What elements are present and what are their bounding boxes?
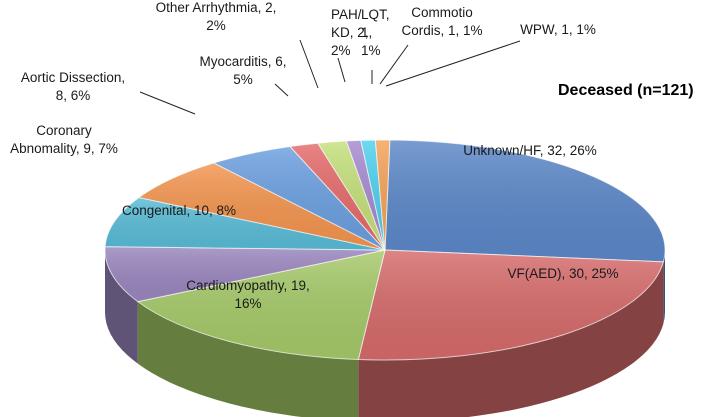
slice-shade-commotio-cordis bbox=[360, 140, 385, 250]
slice-side-vf-aed- bbox=[358, 261, 664, 417]
slice-label-commotio-cordis: Commotio Cordis, 1, 1% bbox=[401, 5, 482, 38]
slice-side-congenital bbox=[105, 250, 138, 364]
leader-line-myocarditis bbox=[274, 83, 289, 97]
slice-label-pah-kd: PAH/KD, 2, 2% bbox=[331, 7, 369, 58]
leader-line-commotio-cordis bbox=[379, 44, 409, 85]
leader-line-pah-kd bbox=[337, 57, 346, 83]
leader-line-aortic-dissection bbox=[139, 91, 196, 115]
pie-tops bbox=[104, 139, 666, 361]
slice-shade-lqt bbox=[346, 140, 385, 250]
slice-side-unknown-hf bbox=[663, 250, 665, 324]
slice-shade-coronary-abnomality bbox=[105, 197, 385, 250]
slice-label-cardiomyopathy: Cardiomyopathy, 19, 16% bbox=[186, 278, 310, 311]
slice-label-congenital: Congenital, 10, 8% bbox=[122, 203, 236, 218]
slice-label-aortic-dissection: Aortic Dissection, 8, 6% bbox=[21, 70, 125, 103]
slice-label-coronary-abnomality: Coronary Abnomality, 9, 7% bbox=[10, 123, 118, 156]
leader-line-wpw bbox=[385, 40, 521, 87]
slice-shade-myocarditis bbox=[213, 146, 385, 250]
slice-shade-pah-kd bbox=[317, 141, 385, 250]
slice-label-unknown-hf: Unknown/HF, 32, 26% bbox=[463, 143, 597, 158]
leader-line-other-arrhythmia bbox=[299, 39, 319, 89]
leader-lines bbox=[139, 39, 521, 115]
slice-shade-congenital bbox=[105, 246, 385, 302]
slice-labels: Unknown/HF, 32, 26% VF(AED), 30, 25% Cardi… bbox=[10, 0, 618, 311]
slice-shade-aortic-dissection bbox=[138, 162, 385, 250]
slice-label-myocarditis: Myocarditis, 6, 5% bbox=[199, 54, 286, 87]
slice-label-other-arrhythmia: Other Arrhythmia, 2, 2% bbox=[156, 0, 277, 33]
slice-label-vf-aed-: VF(AED), 30, 25% bbox=[507, 266, 618, 281]
slice-shade-vf-aed- bbox=[358, 250, 664, 360]
slice-label-wpw: WPW, 1, 1% bbox=[520, 22, 596, 37]
slice-shade-unknown-hf bbox=[385, 140, 665, 262]
slice-shade-cardiomyopathy bbox=[137, 250, 385, 360]
slice-shade-other-arrhythmia bbox=[290, 143, 385, 250]
slice-shade-wpw bbox=[375, 140, 390, 250]
chart-title: Deceased (n=121) bbox=[558, 82, 694, 99]
slice-label-lqt: LQT, 1, 1% bbox=[361, 7, 390, 58]
